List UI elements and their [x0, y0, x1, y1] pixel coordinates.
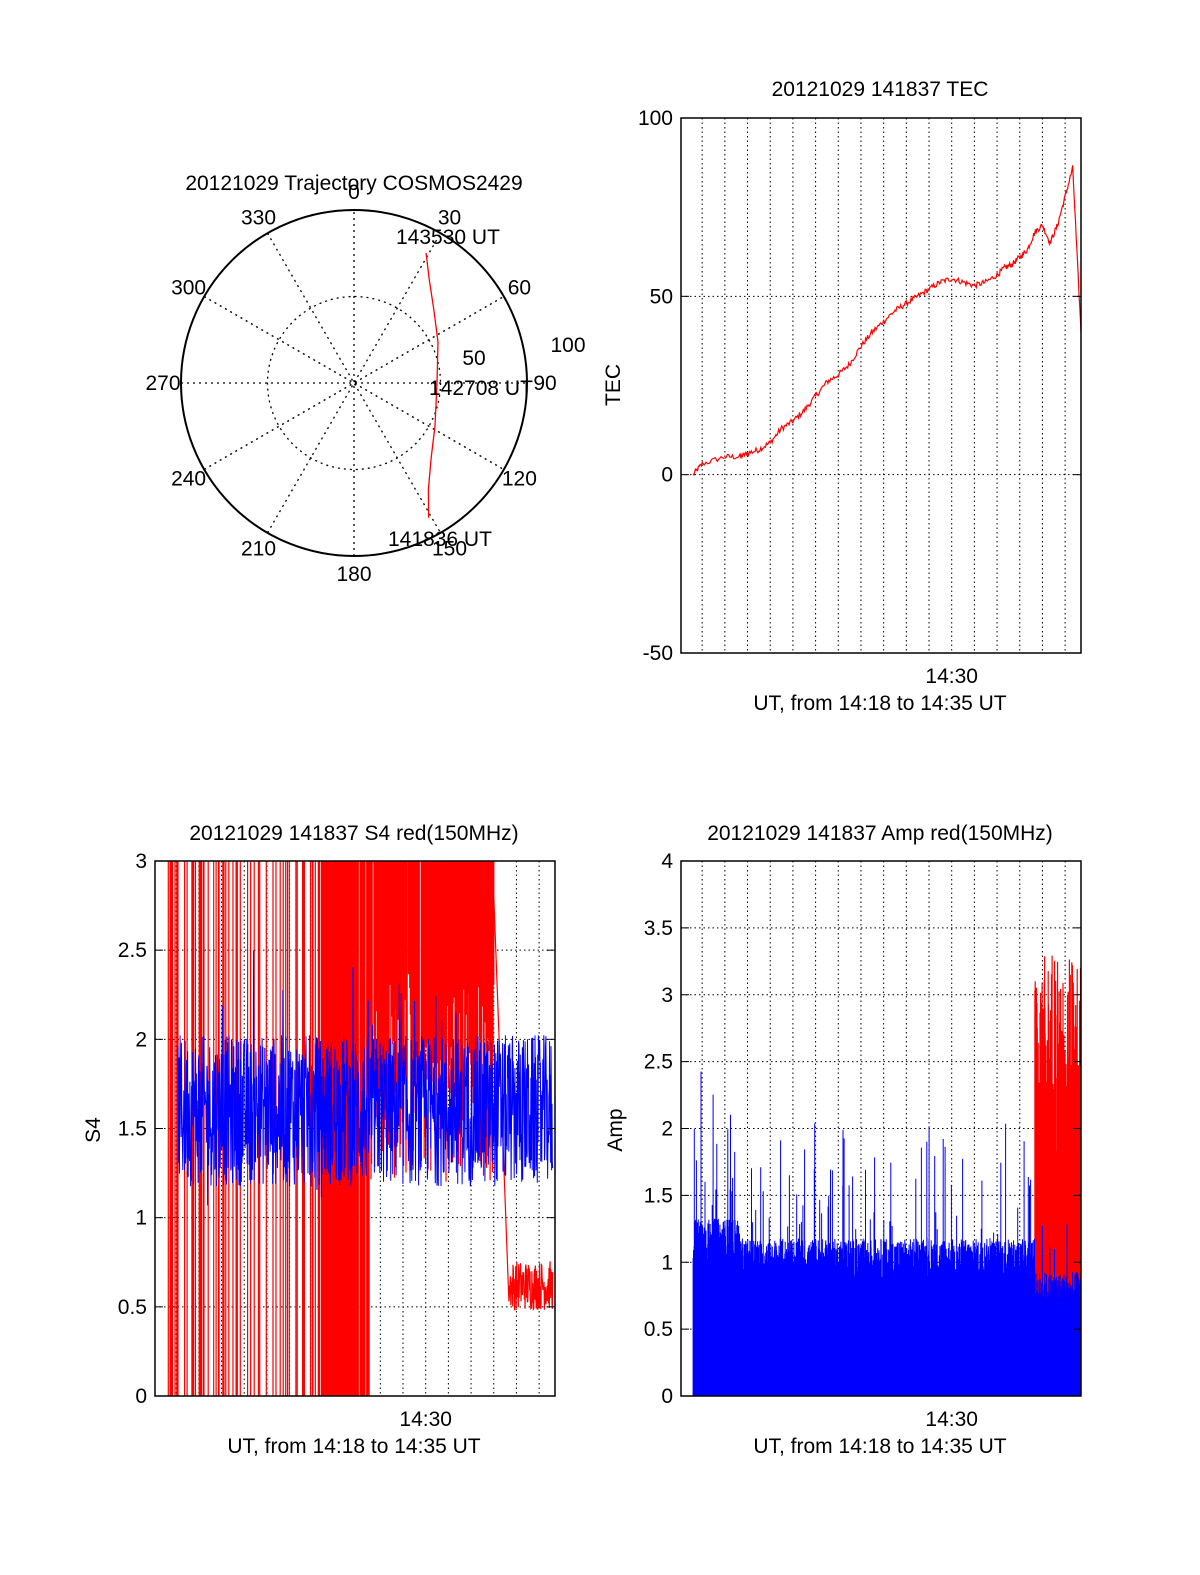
tec-axes: -50 0 50 100 14:30: [638, 107, 1082, 688]
trajectory-start-label: 141836 UT: [388, 528, 492, 551]
y-tick-label: -50: [643, 642, 673, 665]
trajectory-end-label: 143530 UT: [396, 226, 500, 249]
polar-angle-label: 180: [336, 563, 371, 586]
polar-angle-label: 330: [241, 207, 276, 230]
polar-radial-label-50: 50: [462, 347, 485, 370]
y-tick-label: 2: [135, 1028, 147, 1051]
amp-axes: 0 0.5 1 1.5 2 2.5 3 3.5 4 14:30: [644, 850, 1082, 1431]
y-tick-label: 1: [135, 1207, 147, 1230]
y-tick-label: 1.5: [644, 1184, 673, 1207]
trajectory-line: [425, 252, 439, 518]
tec-xlabel: UT, from 14:18 to 14:35 UT: [753, 692, 1006, 715]
y-tick-label: 3.5: [644, 917, 673, 940]
polar-angle-label: 210: [241, 537, 276, 560]
tec-ylabel: TEC: [602, 364, 625, 406]
trajectory-middle-label: 142708 UT: [429, 377, 533, 400]
s4-panel: 20121029 141837 S4 red(150MHz) 0 0.5 1 1.5 2…: [82, 822, 556, 1458]
polar-angle-label: 240: [171, 468, 206, 491]
s4-data: [167, 861, 554, 1396]
s4-ylabel: S4: [82, 1117, 105, 1143]
amp-ylabel: Amp: [604, 1108, 627, 1151]
x-tick-label: 14:30: [925, 665, 978, 688]
y-tick-label: 3: [135, 850, 147, 873]
amp-blue-series: [692, 1071, 1082, 1396]
y-tick-label: 0.5: [644, 1318, 673, 1341]
tec-data: [692, 165, 1082, 477]
y-tick-label: 0: [135, 1385, 147, 1408]
tec-grid: [681, 118, 1081, 653]
y-tick-label: 100: [638, 107, 673, 130]
s4-axes: 0 0.5 1 1.5 2 2.5 3 14:30: [118, 850, 556, 1431]
x-tick-label: 14:30: [399, 1408, 452, 1431]
polar-labels: 0 30 60 90 120 150 180 210 240 270 300 330 50 100: [145, 181, 585, 586]
polar-ring-50: [266, 295, 442, 471]
plot-frame: [680, 860, 1082, 1397]
s4-blue-series: [177, 950, 554, 1206]
tec-series-line: [692, 165, 1082, 477]
y-tick-label: 3: [661, 984, 673, 1007]
tec-title: 20121029 141837 TEC: [772, 78, 989, 101]
polar-angle-label: 300: [171, 277, 206, 300]
tec-panel: 20121029 141837 TEC -50 0 50 100 14:30 UT, f…: [602, 78, 1082, 715]
y-tick-label: 0: [661, 464, 673, 487]
x-tick-label: 14:30: [925, 1408, 978, 1431]
polar-angle-label: 60: [508, 277, 531, 300]
polar-panel: 20121029 Trajectory COSMOS2429 0 30 60 90 12…: [145, 172, 585, 586]
y-tick-label: 0: [661, 1385, 673, 1408]
amp-data: [692, 955, 1082, 1396]
y-tick-label: 2.5: [644, 1051, 673, 1074]
s4-title: 20121029 141837 S4 red(150MHz): [189, 822, 518, 845]
polar-angle-label: 150: [432, 537, 467, 560]
y-tick-label: 2.5: [118, 939, 147, 962]
polar-trajectory: [425, 252, 439, 518]
polar-angle-label: 120: [502, 468, 537, 491]
polar-angle-label: 0: [348, 181, 360, 204]
polar-angle-label: 90: [533, 372, 556, 395]
y-tick-label: 1.5: [118, 1118, 147, 1141]
plot-frame: [680, 117, 1082, 654]
polar-spoke: [203, 295, 505, 471]
plot-frame: [154, 860, 556, 1397]
polar-title: 20121029 Trajectory COSMOS2429: [185, 172, 522, 195]
polar-spoke: [266, 232, 442, 534]
polar-angle-label: 30: [438, 207, 461, 230]
s4-xlabel: UT, from 14:18 to 14:35 UT: [227, 1435, 480, 1458]
y-tick-label: 4: [661, 850, 673, 873]
amp-xlabel: UT, from 14:18 to 14:35 UT: [753, 1435, 1006, 1458]
amp-title: 20121029 141837 Amp red(150MHz): [707, 822, 1053, 845]
polar-radial-label-100: 100: [550, 334, 585, 357]
polar-spoke: [266, 232, 442, 534]
polar-angle-label: 270: [145, 372, 180, 395]
y-tick-label: 0.5: [118, 1296, 147, 1319]
amp-panel: 20121029 141837 Amp red(150MHz) 0 0.5 1 1.5…: [604, 822, 1082, 1458]
y-tick-label: 50: [650, 285, 673, 308]
y-tick-label: 1: [661, 1251, 673, 1274]
polar-grid: [180, 209, 528, 557]
polar-spoke: [203, 295, 505, 471]
y-tick-label: 2: [661, 1118, 673, 1141]
s4-red-tail: [493, 896, 554, 1312]
